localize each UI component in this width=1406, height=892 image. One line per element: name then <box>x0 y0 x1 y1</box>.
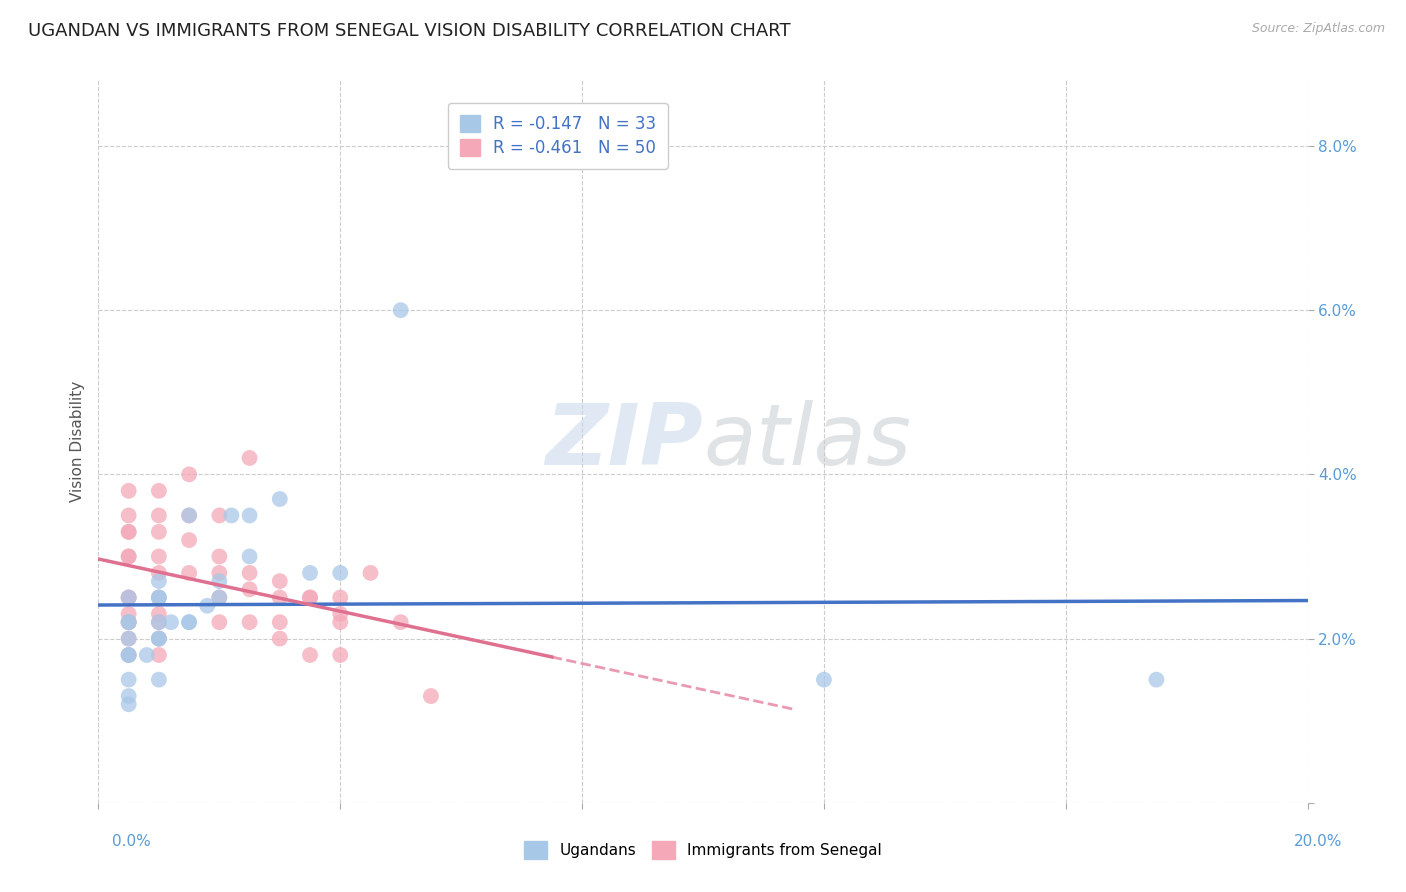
Point <box>179 566 201 580</box>
Text: Source: ZipAtlas.com: Source: ZipAtlas.com <box>1251 22 1385 36</box>
Point <box>118 632 141 646</box>
Point <box>148 549 170 564</box>
Point <box>118 615 141 630</box>
Point <box>269 491 291 506</box>
Point <box>118 508 141 523</box>
Point <box>118 648 141 662</box>
Point <box>329 607 352 621</box>
Point <box>329 648 352 662</box>
Point <box>148 648 170 662</box>
Point <box>148 632 170 646</box>
Point <box>118 591 141 605</box>
Point <box>148 632 170 646</box>
Point <box>148 673 170 687</box>
Point <box>148 591 170 605</box>
Point <box>269 632 291 646</box>
Point <box>118 632 141 646</box>
Point <box>148 524 170 539</box>
Point <box>118 524 141 539</box>
Point <box>148 508 170 523</box>
Point <box>389 615 412 630</box>
Point <box>118 591 141 605</box>
Point <box>329 615 352 630</box>
Point <box>118 648 141 662</box>
Point <box>118 698 141 712</box>
Point <box>179 615 201 630</box>
Point <box>118 549 141 564</box>
Point <box>179 467 201 482</box>
Point <box>118 615 141 630</box>
Point <box>195 599 218 613</box>
Point <box>299 566 322 580</box>
Legend: R = -0.147   N = 33, R = -0.461   N = 50: R = -0.147 N = 33, R = -0.461 N = 50 <box>449 103 668 169</box>
Point <box>208 508 231 523</box>
Point <box>813 673 835 687</box>
Point <box>299 648 322 662</box>
Point <box>148 591 170 605</box>
Point <box>239 508 262 523</box>
Point <box>179 508 201 523</box>
Point <box>239 450 262 465</box>
Text: ZIP: ZIP <box>546 400 703 483</box>
Point <box>1144 673 1167 687</box>
Point <box>118 673 141 687</box>
Point <box>148 615 170 630</box>
Point <box>179 533 201 547</box>
Point <box>118 615 141 630</box>
Point <box>360 566 382 580</box>
Point <box>208 574 231 588</box>
Point <box>329 591 352 605</box>
Text: 20.0%: 20.0% <box>1295 834 1343 849</box>
Point <box>208 591 231 605</box>
Point <box>118 648 141 662</box>
Point <box>269 591 291 605</box>
Point <box>208 566 231 580</box>
Point <box>118 607 141 621</box>
Point <box>299 591 322 605</box>
Point <box>148 591 170 605</box>
Point <box>148 607 170 621</box>
Point <box>179 508 201 523</box>
Point <box>148 566 170 580</box>
Point <box>239 582 262 597</box>
Point <box>239 549 262 564</box>
Point <box>118 591 141 605</box>
Point <box>269 615 291 630</box>
Point <box>239 566 262 580</box>
Point <box>135 648 157 662</box>
Point <box>179 615 201 630</box>
Point <box>148 632 170 646</box>
Point <box>420 689 443 703</box>
Text: atlas: atlas <box>703 400 911 483</box>
Point <box>221 508 243 523</box>
Legend: Ugandans, Immigrants from Senegal: Ugandans, Immigrants from Senegal <box>517 834 889 866</box>
Point <box>118 483 141 498</box>
Text: UGANDAN VS IMMIGRANTS FROM SENEGAL VISION DISABILITY CORRELATION CHART: UGANDAN VS IMMIGRANTS FROM SENEGAL VISIO… <box>28 22 790 40</box>
Point <box>208 615 231 630</box>
Point <box>160 615 183 630</box>
Point <box>148 615 170 630</box>
Y-axis label: Vision Disability: Vision Disability <box>70 381 86 502</box>
Point <box>118 549 141 564</box>
Point <box>208 591 231 605</box>
Point <box>389 303 412 318</box>
Point <box>299 591 322 605</box>
Point <box>148 574 170 588</box>
Point <box>208 549 231 564</box>
Point <box>118 524 141 539</box>
Point <box>329 566 352 580</box>
Text: 0.0%: 0.0% <box>112 834 152 849</box>
Point <box>118 615 141 630</box>
Point <box>118 689 141 703</box>
Point <box>148 483 170 498</box>
Point <box>269 574 291 588</box>
Point <box>239 615 262 630</box>
